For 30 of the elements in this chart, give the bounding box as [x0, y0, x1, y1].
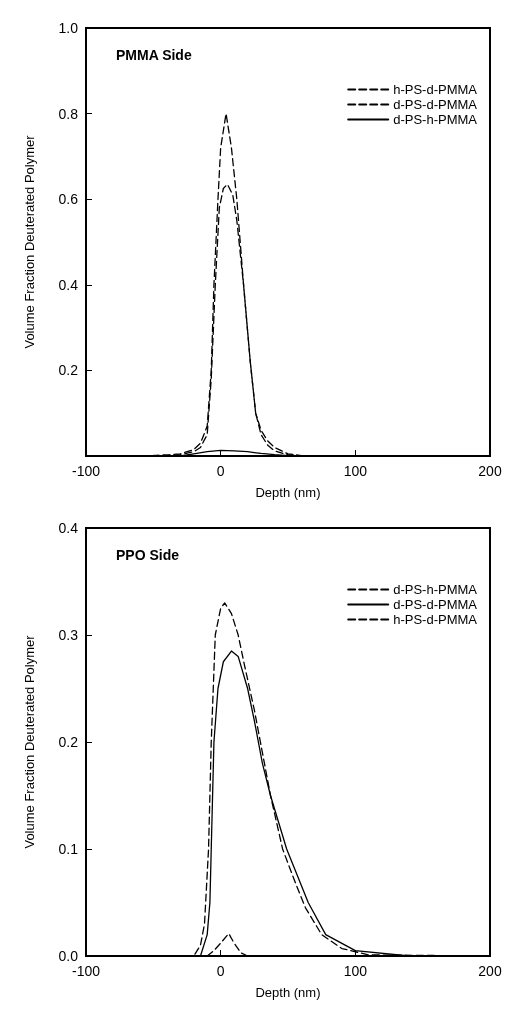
x-tick-label: 200 — [478, 963, 502, 979]
legend-label: h-PS-d-PMMA — [393, 612, 478, 627]
y-tick-label: 0.1 — [58, 841, 79, 857]
y-tick-label: 0.3 — [58, 627, 79, 643]
legend-label: d-PS-h-PMMA — [393, 582, 478, 597]
y-axis-title: Volume Fraction Deuterated Polymer — [22, 134, 37, 349]
x-tick-label: -100 — [71, 963, 101, 979]
legend-label: d-PS-d-PMMA — [393, 97, 478, 112]
x-tick-label: 0 — [216, 963, 225, 979]
legend-label: d-PS-h-PMMA — [393, 112, 478, 127]
x-tick-label: 100 — [343, 963, 368, 979]
legend-label: d-PS-d-PMMA — [393, 597, 478, 612]
y-tick-label: 0.2 — [58, 734, 79, 750]
annotation: PMMA Side — [116, 47, 192, 63]
y-axis-title: Volume Fraction Deuterated Polymer — [22, 634, 37, 849]
y-tick-label: 1.0 — [58, 20, 79, 36]
x-tick-label: 0 — [216, 463, 225, 479]
legend-label: h-PS-d-PMMA — [393, 82, 478, 97]
y-tick-label: 0.4 — [58, 276, 79, 293]
x-tick-label: -100 — [71, 463, 101, 479]
annotation: PPO Side — [116, 547, 180, 563]
x-axis-title: Depth (nm) — [255, 485, 321, 500]
y-tick-label: 0.8 — [58, 105, 79, 122]
x-axis-title: Depth (nm) — [255, 985, 321, 1000]
y-tick-label: 0.0 — [58, 948, 79, 964]
x-tick-label: 200 — [478, 463, 502, 479]
y-tick-label: 0.2 — [58, 362, 79, 379]
y-tick-label: 0.6 — [58, 191, 79, 208]
x-tick-label: 100 — [343, 463, 368, 479]
y-tick-label: 0.4 — [58, 520, 79, 536]
